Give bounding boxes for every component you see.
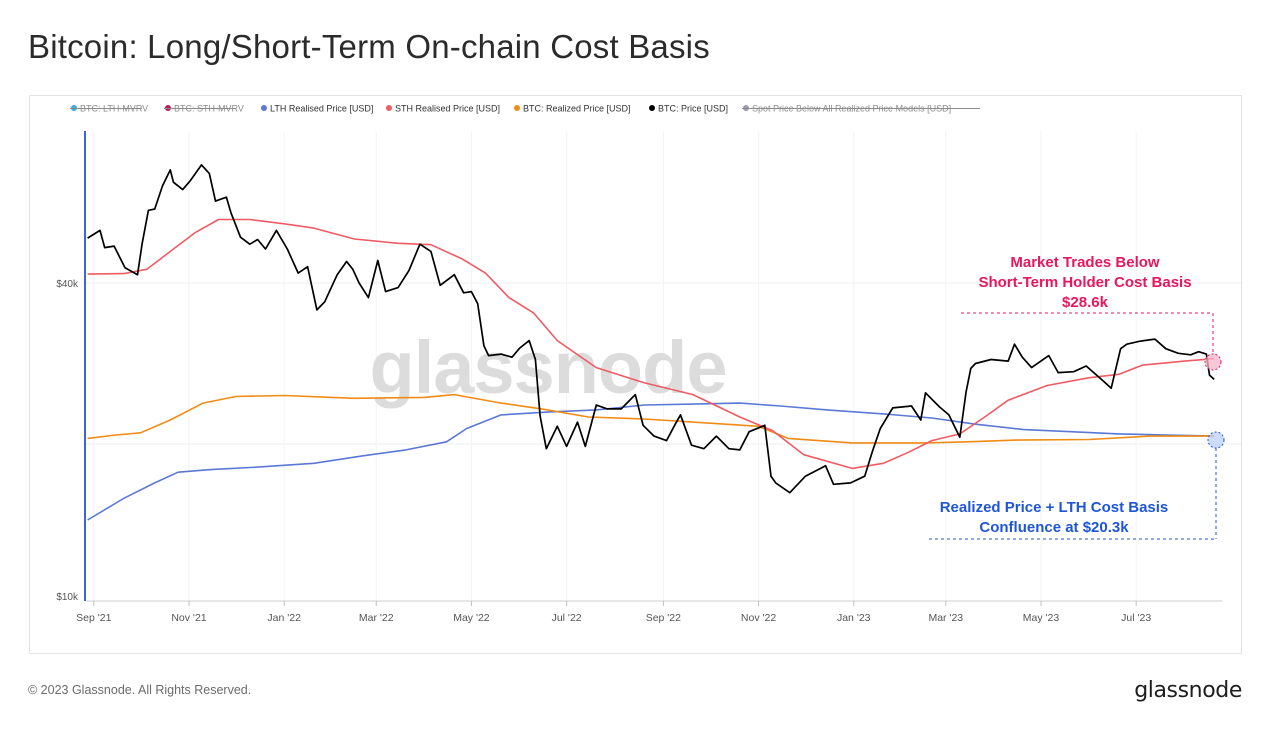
legend-item[interactable]: BTC: STH-MVRV (164, 104, 244, 114)
legend-item[interactable]: LTH Realised Price [USD] (261, 104, 373, 114)
series-line (87, 164, 1215, 494)
x-tick-label: Jul '22 (552, 612, 582, 624)
legend-item[interactable]: STH Realised Price [USD] (386, 104, 500, 114)
legend-swatch (261, 105, 267, 111)
y-tick-label: $40k (56, 279, 79, 290)
x-tick-label: May '23 (1023, 612, 1060, 624)
series-line (87, 218, 1215, 470)
annotations: Market Trades Below Short-Term Holder Co… (929, 254, 1225, 540)
x-tick-label: Nov '21 (171, 612, 206, 624)
legend-item[interactable]: BTC: Realized Price [USD] (514, 104, 631, 114)
x-tick-label: Jan '23 (837, 612, 871, 624)
chart-canvas: glassnode BTC: LTH-MVRV BTC: STH-MVRV LTH … (56, 104, 1241, 624)
series-line (87, 393, 1215, 444)
confluence-annotation-line-1: Realized Price + LTH Cost Basis (940, 499, 1169, 516)
series-lines (87, 164, 1215, 521)
y-tick-label: $10k (56, 592, 79, 603)
legend-item[interactable]: BTC: LTH-MVRV (70, 104, 148, 114)
legend-label: LTH Realised Price [USD] (270, 104, 373, 114)
glassnode-logo[interactable]: glassnode (1134, 678, 1242, 703)
x-tick-label: May '22 (453, 612, 490, 624)
x-tick-label: Nov '22 (741, 612, 776, 624)
legend: BTC: LTH-MVRV BTC: STH-MVRV LTH Realised P… (70, 104, 980, 114)
legend-swatch (386, 105, 392, 111)
series-line (87, 402, 1215, 521)
x-tick-label: Sep '22 (646, 612, 681, 624)
legend-label: STH Realised Price [USD] (395, 104, 500, 114)
legend-label: BTC: Realized Price [USD] (523, 104, 631, 114)
axes: $10k $40k Sep '21 Nov '21 Jan '22 Mar '22 May … (56, 131, 1222, 624)
x-tick-label: Sep '21 (76, 612, 111, 624)
legend-swatch (649, 105, 655, 111)
gridlines (86, 131, 1241, 601)
confluence-highlight-marker (1207, 431, 1225, 449)
sth-annotation-line-1: Market Trades Below (1010, 254, 1160, 271)
x-tick-label: Jul '23 (1121, 612, 1151, 624)
legend-label: BTC: Price [USD] (658, 104, 728, 114)
chart-panel: glassnode BTC: LTH-MVRV BTC: STH-MVRV LTH … (29, 95, 1242, 654)
legend-item[interactable]: BTC: Price [USD] (649, 104, 728, 114)
legend-item[interactable]: Spot Price Below All Realized Price Mode… (742, 104, 980, 114)
sth-highlight-marker (1204, 353, 1222, 371)
watermark-text: glassnode (370, 326, 727, 409)
legend-swatch (514, 105, 520, 111)
copyright-text: © 2023 Glassnode. All Rights Reserved. (28, 683, 252, 697)
x-tick-label: Mar '23 (928, 612, 963, 624)
x-tick-label: Jan '22 (267, 612, 301, 624)
page-title: Bitcoin: Long/Short-Term On-chain Cost B… (28, 28, 710, 65)
sth-annotation-line-2: Short-Term Holder Cost Basis (978, 274, 1191, 291)
confluence-annotation-line-2: Confluence at $20.3k (979, 519, 1129, 536)
sth-annotation-line-3: $28.6k (1062, 294, 1109, 311)
x-tick-label: Mar '22 (359, 612, 394, 624)
